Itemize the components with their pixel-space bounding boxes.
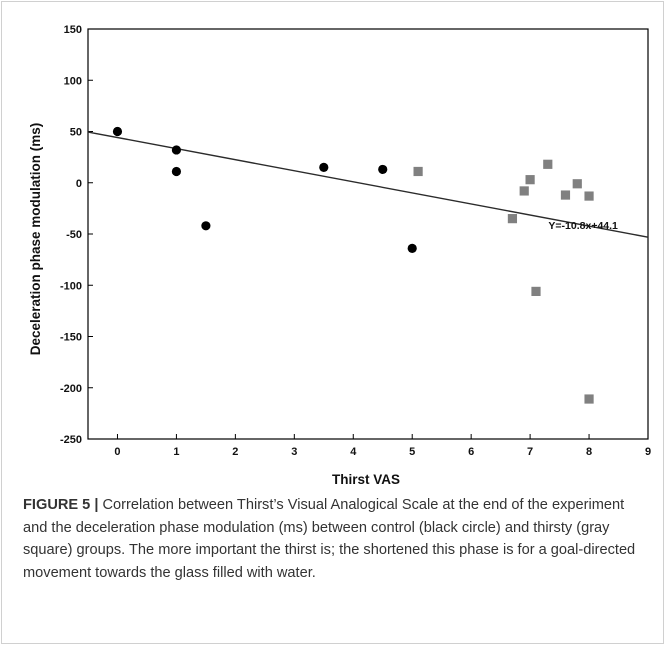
data-point-square (584, 191, 594, 201)
data-point-circle (378, 164, 388, 175)
data-point-square (584, 394, 594, 404)
data-point-square (560, 190, 571, 200)
y-tick-label: -150 (60, 332, 82, 344)
x-axis-label: Thirst VAS (332, 472, 400, 487)
y-tick-label: -100 (60, 280, 82, 292)
scatter-chart: 0 1 2 3 4 5 6 7 8 9 150 100 50 0 -50 -100 -150 -200 -250 Y=… (28, 24, 651, 487)
x-tick-label: 9 (645, 446, 651, 458)
data-point-square (525, 175, 535, 185)
regression-line (87, 131, 649, 238)
data-point-circle (201, 221, 211, 231)
data-point-circle (407, 243, 417, 253)
plot-frame (87, 28, 649, 440)
data-point-square (507, 214, 518, 224)
x-tick-label: 6 (468, 446, 474, 458)
caption-text: Correlation between Thirst’s Visual Anal… (23, 497, 636, 581)
plot-area: 0 1 2 3 4 5 6 7 8 9 150 100 50 0 -50 -100 -150 -200 -250 Y=… (60, 24, 651, 458)
data-point-square (531, 286, 541, 296)
y-tick-label: 150 (64, 24, 82, 36)
figure-caption: FIGURE 5 | Correlation between Thirst’s … (23, 494, 645, 584)
data-point-square (413, 166, 423, 177)
y-tick-label: 50 (70, 127, 82, 139)
regression-equation-label: Y=-10.8x+44.1 (548, 220, 618, 232)
y-tick-label: -50 (66, 229, 82, 241)
x-tick-label: 4 (350, 446, 357, 458)
x-tick-label: 2 (232, 446, 238, 458)
y-tick-label: 100 (64, 75, 82, 87)
data-point-circle (319, 162, 329, 172)
data-point-square (572, 179, 582, 189)
x-tick-label: 8 (586, 446, 592, 458)
y-tick-label: 0 (76, 178, 82, 190)
data-point-circle (112, 126, 123, 137)
data-point-square (519, 186, 529, 196)
data-point-circle (171, 145, 182, 155)
data-point-square (543, 159, 553, 169)
y-tick-label: -200 (60, 383, 82, 395)
data-point-circle (171, 166, 182, 177)
y-axis-label: Deceleration phase modulation (ms) (28, 123, 43, 356)
x-tick-label: 0 (114, 446, 120, 458)
x-tick-label: 3 (291, 446, 297, 458)
x-tick-label: 1 (173, 446, 179, 458)
x-tick-label: 5 (409, 446, 415, 458)
x-tick-label: 7 (527, 446, 533, 458)
y-tick-label: -250 (60, 434, 82, 446)
figure-label: FIGURE 5 | (23, 497, 99, 513)
